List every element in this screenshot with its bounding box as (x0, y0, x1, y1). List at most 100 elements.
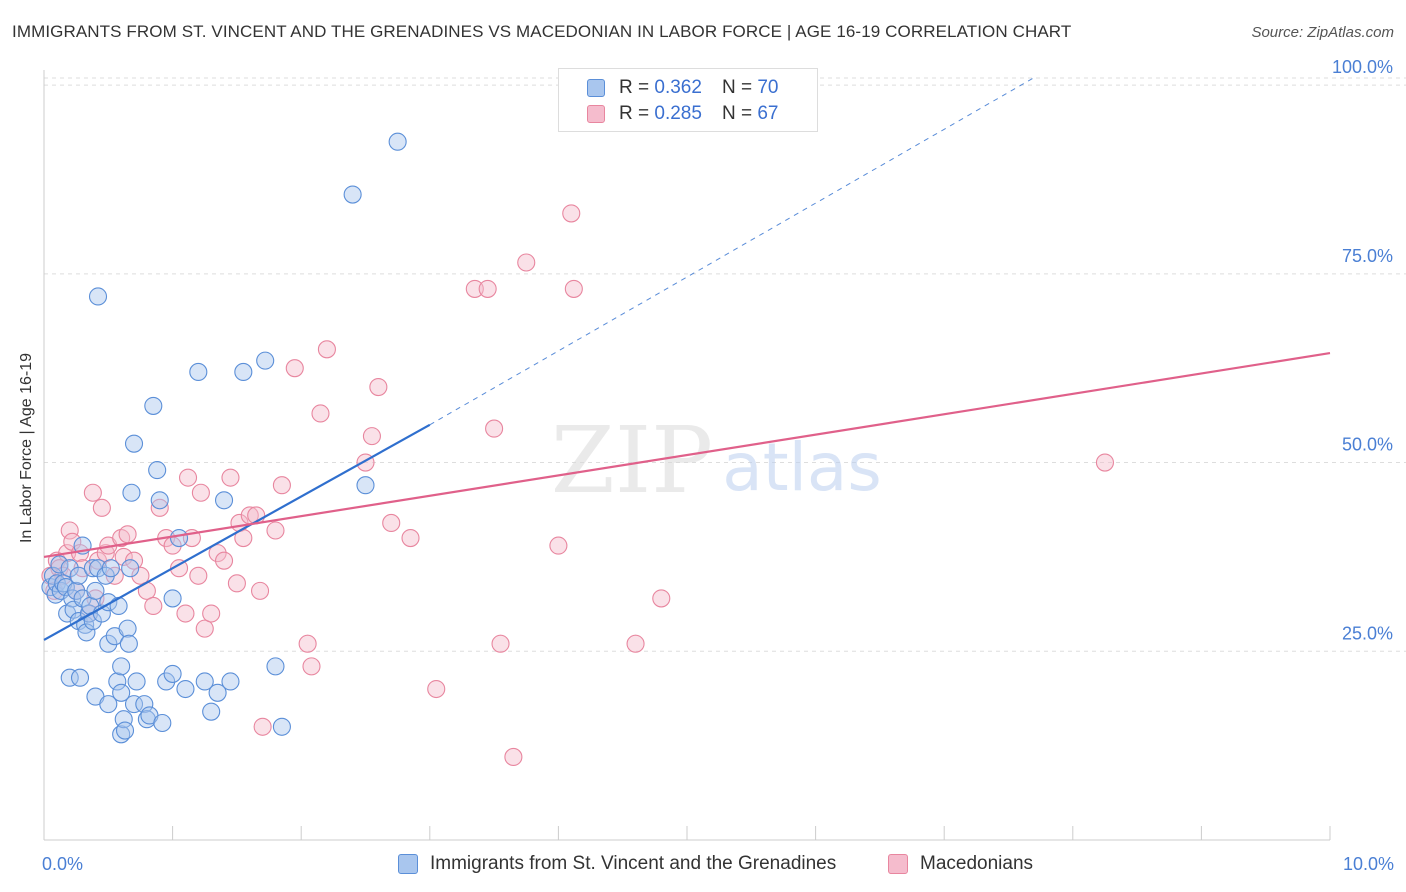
point-macedonians (214, 551, 234, 570)
point-macedonians (221, 468, 240, 487)
point-immigrants (148, 461, 167, 480)
point-immigrants (50, 555, 69, 574)
bottom-legend-immigrants: Immigrants from St. Vincent and the Gren… (398, 850, 836, 878)
legend-r-value: 0.362 (654, 77, 702, 98)
point-macedonians (176, 604, 195, 623)
point-immigrants (99, 634, 118, 653)
point-immigrants (119, 634, 138, 653)
point-macedonians (517, 253, 536, 272)
y-axis-label-wrap: In Labor Force | Age 16-19 (14, 318, 40, 578)
point-macedonians (285, 359, 304, 378)
point-immigrants (88, 559, 108, 578)
point-macedonians (401, 528, 420, 548)
point-macedonians (652, 589, 671, 608)
point-immigrants (221, 672, 240, 691)
point-immigrants (115, 721, 135, 740)
point-immigrants (112, 683, 131, 702)
point-immigrants (127, 672, 146, 691)
point-immigrants (176, 679, 195, 699)
point-immigrants (208, 683, 227, 702)
point-immigrants (101, 559, 120, 578)
point-macedonians (253, 717, 272, 736)
point-immigrants (124, 434, 144, 453)
watermark-zip: ZIP (551, 407, 713, 514)
y-tick-label: 25.0% (1342, 623, 1393, 643)
x-tick-label: 10.0% (1343, 854, 1394, 874)
point-macedonians (369, 378, 388, 397)
point-immigrants (234, 362, 253, 382)
point-macedonians (562, 204, 581, 223)
point-macedonians (202, 604, 221, 623)
point-macedonians (491, 634, 510, 653)
point-immigrants (60, 559, 79, 578)
trendline-immigrants-extended (429, 77, 1035, 426)
legend-row-macedonians: R = 0.285 N = 67 (587, 102, 778, 126)
point-macedonians (478, 279, 497, 298)
point-macedonians (485, 419, 504, 438)
point-immigrants (60, 668, 79, 687)
point-immigrants (356, 476, 375, 495)
point-immigrants (86, 581, 105, 600)
legend-r-label: R = (619, 77, 650, 98)
point-macedonians (208, 544, 227, 563)
point-macedonians (131, 566, 150, 585)
point-macedonians (317, 340, 336, 359)
point-immigrants (272, 717, 291, 736)
trendline-macedonians (43, 352, 1331, 558)
point-immigrants (99, 695, 118, 714)
point-macedonians (92, 498, 111, 517)
point-macedonians (118, 525, 137, 544)
x-tick-label: 0.0% (42, 854, 83, 874)
point-macedonians (227, 574, 246, 593)
point-immigrants (343, 185, 362, 204)
y-tick-label: 50.0% (1342, 435, 1393, 455)
series-immigrants (41, 132, 407, 744)
point-macedonians (272, 476, 291, 495)
point-immigrants (256, 351, 275, 370)
legend: R = 0.362 N = 70 R = 0.285 N = 67 (558, 68, 818, 132)
point-macedonians (150, 498, 169, 517)
legend-n-label: N = (721, 103, 753, 124)
point-macedonians (114, 547, 133, 566)
chart-title: IMMIGRANTS FROM ST. VINCENT AND THE GREN… (12, 22, 1072, 41)
bottom-legend-swatch-blue (398, 854, 418, 874)
point-immigrants (202, 702, 221, 721)
point-macedonians (298, 634, 317, 653)
point-immigrants (88, 287, 108, 306)
point-macedonians (382, 513, 401, 532)
point-immigrants (112, 657, 131, 676)
point-macedonians (178, 468, 198, 487)
point-macedonians (189, 566, 208, 585)
point-immigrants (169, 528, 189, 548)
point-immigrants (109, 596, 128, 616)
tick-layer: 25.0% 50.0% 75.0% 100.0% 0.0% 10.0% (42, 57, 1394, 874)
legend-row-immigrants: R = 0.362 N = 70 (587, 76, 778, 100)
point-immigrants (153, 713, 172, 733)
point-immigrants (118, 619, 137, 638)
point-immigrants (157, 672, 176, 691)
point-macedonians (564, 279, 583, 298)
y-tick-label: 100.0% (1332, 57, 1393, 77)
point-immigrants (108, 672, 127, 691)
point-immigrants (67, 581, 86, 600)
point-immigrants (266, 657, 285, 676)
y-tick-label: 75.0% (1342, 246, 1393, 266)
point-macedonians (195, 619, 214, 638)
point-immigrants (56, 578, 75, 597)
legend-r-value: 0.285 (654, 103, 702, 124)
point-macedonians (1095, 453, 1114, 472)
point-immigrants (135, 695, 154, 714)
point-immigrants (163, 589, 182, 608)
legend-swatch-pink (587, 105, 605, 123)
point-macedonians (250, 581, 270, 600)
point-macedonians (362, 427, 381, 446)
legend-r-label: R = (619, 103, 650, 124)
point-immigrants (122, 483, 141, 502)
trend-layer (43, 77, 1331, 641)
point-immigrants (77, 623, 96, 642)
point-macedonians (54, 566, 73, 585)
point-macedonians (302, 657, 321, 676)
bottom-legend-label: Immigrants from St. Vincent and the Gren… (430, 853, 837, 874)
point-immigrants (124, 695, 144, 714)
point-immigrants (163, 664, 182, 683)
